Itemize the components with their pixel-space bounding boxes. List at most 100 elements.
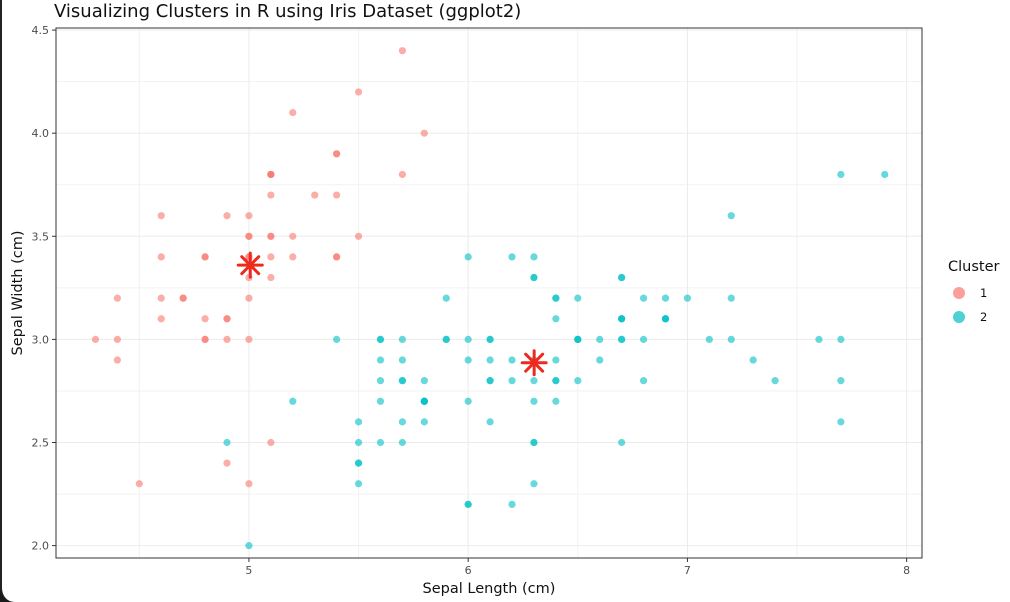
point-cluster-2 [486,418,494,426]
chart-title: Visualizing Clusters in R using Iris Dat… [54,1,521,22]
point-cluster-2 [464,397,472,405]
point-cluster-1 [267,253,275,261]
point-cluster-1 [91,335,100,344]
point-cluster-1 [245,212,253,220]
point-cluster-2 [661,294,670,302]
point-cluster-2 [881,170,889,179]
point-cluster-2 [464,335,472,344]
point-cluster-2 [420,377,428,385]
point-cluster-2 [639,377,648,385]
points [91,47,889,550]
cluster-centers [236,251,548,377]
point-cluster-2 [354,459,363,467]
point-cluster-2 [552,377,560,385]
point-cluster-2 [530,377,538,385]
point-cluster-2 [398,335,406,344]
point-cluster-2 [705,335,713,344]
point-cluster-2 [771,377,779,385]
panel-border [55,27,923,559]
point-cluster-2 [837,335,845,344]
point-cluster-1 [333,191,341,199]
point-cluster-1 [157,294,165,302]
point-cluster-1 [267,232,275,240]
point-cluster-1 [113,294,121,302]
legend-label-1: 1 [980,286,987,300]
point-cluster-2 [661,315,670,323]
point-cluster-2 [530,438,538,447]
point-cluster-2 [420,397,428,405]
point-cluster-1 [223,315,231,323]
point-cluster-1 [333,253,341,261]
x-tick-label: 6 [465,564,472,577]
point-cluster-2 [552,356,560,364]
point-cluster-1 [157,253,165,261]
point-cluster-2 [376,377,385,385]
point-cluster-2 [618,273,626,282]
point-cluster-1 [333,150,341,158]
point-cluster-2 [420,418,428,426]
point-cluster-2 [508,253,516,261]
point-cluster-1 [289,108,297,117]
x-tick-label: 7 [684,564,691,577]
y-tick-label: 3.5 [32,230,50,243]
y-tick-label: 2.0 [32,540,50,553]
y-axis-label: Sepal Width (cm) [10,231,26,356]
point-cluster-2 [618,335,626,344]
point-cluster-2 [508,377,516,385]
point-cluster-2 [530,273,538,282]
point-cluster-2 [376,335,385,344]
point-cluster-2 [442,294,450,302]
point-cluster-1 [223,335,231,344]
point-cluster-1 [398,170,406,179]
point-cluster-1 [311,191,319,199]
y-tick-label: 2.5 [32,437,50,450]
point-cluster-2 [530,397,538,405]
point-cluster-2 [639,294,648,302]
point-cluster-2 [464,253,472,261]
cluster-center-asterisk-icon [520,349,548,377]
x-tick-label: 8 [903,564,910,577]
point-cluster-2 [574,377,582,385]
point-cluster-1 [113,356,121,364]
point-cluster-2 [552,397,560,405]
point-cluster-2 [837,377,845,385]
point-cluster-2 [618,315,626,323]
point-cluster-1 [267,191,275,199]
point-cluster-2 [596,335,604,344]
point-cluster-1 [201,335,209,344]
x-axis-label: Sepal Length (cm) [423,581,556,597]
point-cluster-2 [749,356,757,364]
point-cluster-2 [508,500,516,508]
cluster-center-asterisk-icon [236,251,264,279]
y-tick-label: 4.5 [32,24,50,37]
point-cluster-2 [552,294,560,302]
point-cluster-1 [201,315,209,323]
point-cluster-1 [135,480,143,488]
point-cluster-2 [289,397,297,405]
point-cluster-1 [223,212,231,220]
point-cluster-2 [333,335,341,344]
point-cluster-2 [223,438,231,447]
point-cluster-2 [683,294,692,302]
point-cluster-1 [245,480,253,488]
point-cluster-2 [464,500,472,508]
point-cluster-1 [157,315,165,323]
y-tick-label: 3.0 [32,333,50,346]
legend: Cluster 1 2 [948,259,1000,324]
point-cluster-2 [376,397,385,405]
point-cluster-1 [223,459,231,467]
point-cluster-1 [245,232,253,240]
legend-key-1 [953,287,965,299]
point-cluster-1 [245,335,253,344]
point-cluster-1 [267,438,275,447]
point-cluster-2 [442,335,450,344]
point-cluster-2 [596,356,604,364]
point-cluster-2 [530,253,538,261]
point-cluster-2 [508,356,516,364]
point-cluster-2 [398,418,406,426]
legend-label-2: 2 [980,310,987,324]
point-cluster-1 [267,273,275,282]
point-cluster-2 [837,418,845,426]
point-cluster-2 [486,335,494,344]
